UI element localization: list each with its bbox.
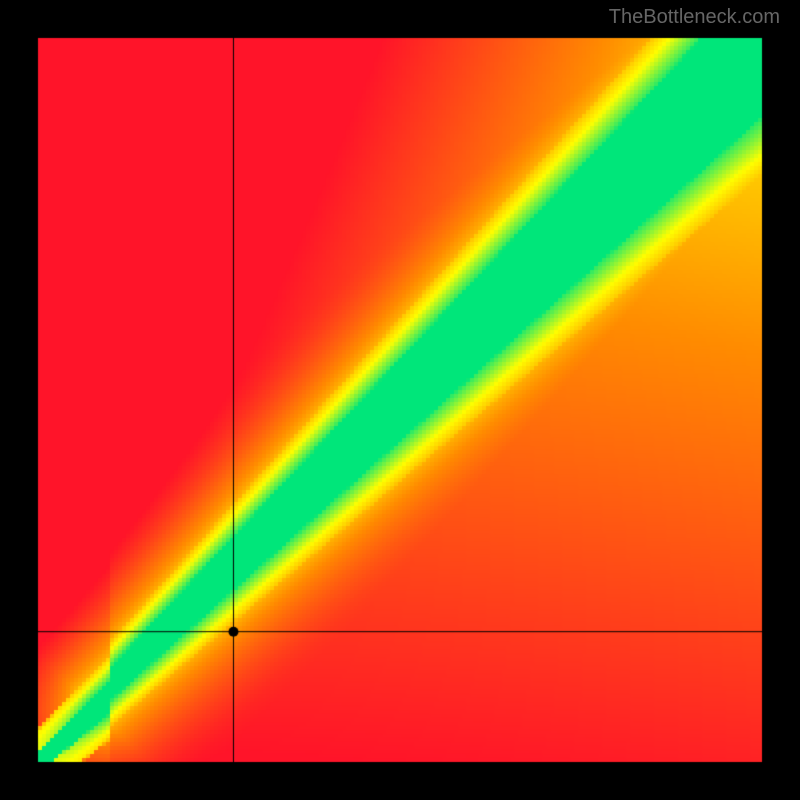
heatmap-chart	[0, 0, 800, 800]
watermark-text: TheBottleneck.com	[609, 6, 780, 29]
